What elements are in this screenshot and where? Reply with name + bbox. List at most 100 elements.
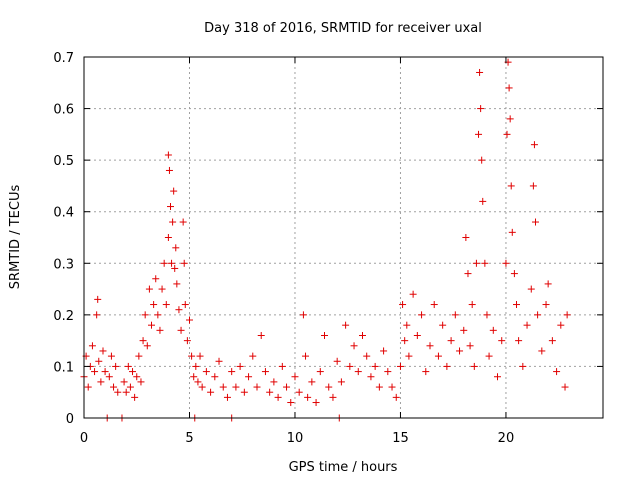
data-point	[141, 311, 149, 319]
x-tick-label: 20	[498, 431, 515, 446]
data-point	[557, 321, 565, 329]
data-point	[479, 197, 487, 205]
data-point	[346, 362, 354, 370]
data-point	[321, 331, 329, 339]
data-point	[150, 301, 158, 309]
data-point	[439, 321, 447, 329]
data-point	[508, 228, 516, 236]
data-point	[367, 373, 375, 381]
data-point	[375, 383, 383, 391]
data-point	[114, 388, 122, 396]
data-point	[472, 259, 480, 267]
data-point	[194, 378, 202, 386]
x-axis-label: GPS time / hours	[289, 460, 398, 475]
data-point	[544, 280, 552, 288]
data-point	[105, 373, 113, 381]
data-point	[342, 321, 350, 329]
data-point	[456, 347, 464, 355]
x-tick-label: 10	[287, 431, 304, 446]
data-point	[401, 337, 409, 345]
data-point	[179, 218, 187, 226]
data-point	[112, 362, 120, 370]
data-point	[154, 311, 162, 319]
data-point	[253, 383, 261, 391]
data-point	[202, 368, 210, 376]
data-point	[468, 301, 476, 309]
data-point	[190, 373, 198, 381]
data-point	[240, 388, 248, 396]
y-tick-label: 0.3	[53, 257, 74, 272]
axis-ticks	[83, 56, 603, 419]
data-point	[354, 368, 362, 376]
data-point	[462, 234, 470, 241]
x-tick-label: 5	[185, 431, 193, 446]
data-point	[131, 393, 139, 401]
data-point	[135, 352, 143, 360]
data-points	[80, 58, 571, 422]
data-point	[188, 352, 196, 360]
data-point	[312, 399, 320, 407]
data-point	[316, 368, 324, 376]
data-point	[180, 259, 188, 267]
data-point	[278, 362, 286, 370]
data-point	[261, 368, 269, 376]
data-point	[553, 368, 561, 376]
data-point	[175, 306, 183, 314]
data-point	[409, 290, 417, 298]
data-point	[530, 141, 538, 149]
data-point	[443, 362, 451, 370]
data-point	[470, 362, 478, 370]
data-point	[363, 352, 371, 360]
data-point	[523, 321, 531, 329]
data-point	[192, 362, 200, 370]
data-point	[133, 373, 141, 381]
data-point	[476, 68, 484, 76]
data-point	[232, 383, 240, 391]
data-point	[333, 357, 341, 365]
data-point	[418, 311, 426, 319]
data-point	[120, 378, 128, 386]
data-point	[380, 347, 388, 355]
data-point	[308, 378, 316, 386]
data-point	[158, 285, 166, 293]
data-point	[173, 280, 181, 288]
data-point	[145, 285, 153, 293]
data-point	[498, 337, 506, 345]
data-point	[513, 301, 520, 309]
data-point	[236, 362, 244, 370]
data-point	[274, 393, 282, 401]
data-point	[384, 368, 392, 376]
data-point	[531, 218, 539, 226]
data-point	[126, 383, 134, 391]
y-tick-label: 0.7	[53, 51, 74, 66]
data-point	[156, 326, 164, 334]
data-point	[228, 368, 236, 376]
data-point	[257, 331, 265, 339]
data-point	[485, 352, 493, 360]
data-point	[219, 383, 227, 391]
data-point	[542, 301, 550, 309]
data-point	[434, 352, 442, 360]
data-point	[426, 342, 434, 350]
data-point	[538, 347, 546, 355]
data-point	[139, 337, 147, 345]
data-point	[172, 244, 180, 252]
data-point	[291, 373, 299, 381]
data-point	[329, 393, 337, 401]
data-point	[183, 337, 191, 345]
tick-labels: 0 5 10 15 20 0 0.1 0.2 0.3 0.4 0.5 0.6 0.7	[53, 51, 514, 446]
data-point	[371, 362, 379, 370]
y-tick-label: 0	[66, 412, 74, 427]
y-tick-label: 0.5	[53, 154, 74, 169]
data-point	[477, 105, 485, 113]
data-point	[148, 321, 156, 329]
data-point	[95, 357, 103, 365]
data-point	[124, 362, 132, 370]
data-point	[223, 393, 231, 401]
data-point	[561, 383, 569, 391]
data-point	[266, 388, 274, 396]
data-point	[325, 383, 333, 391]
data-point	[245, 373, 253, 381]
data-point	[460, 326, 468, 334]
data-point	[88, 342, 96, 350]
